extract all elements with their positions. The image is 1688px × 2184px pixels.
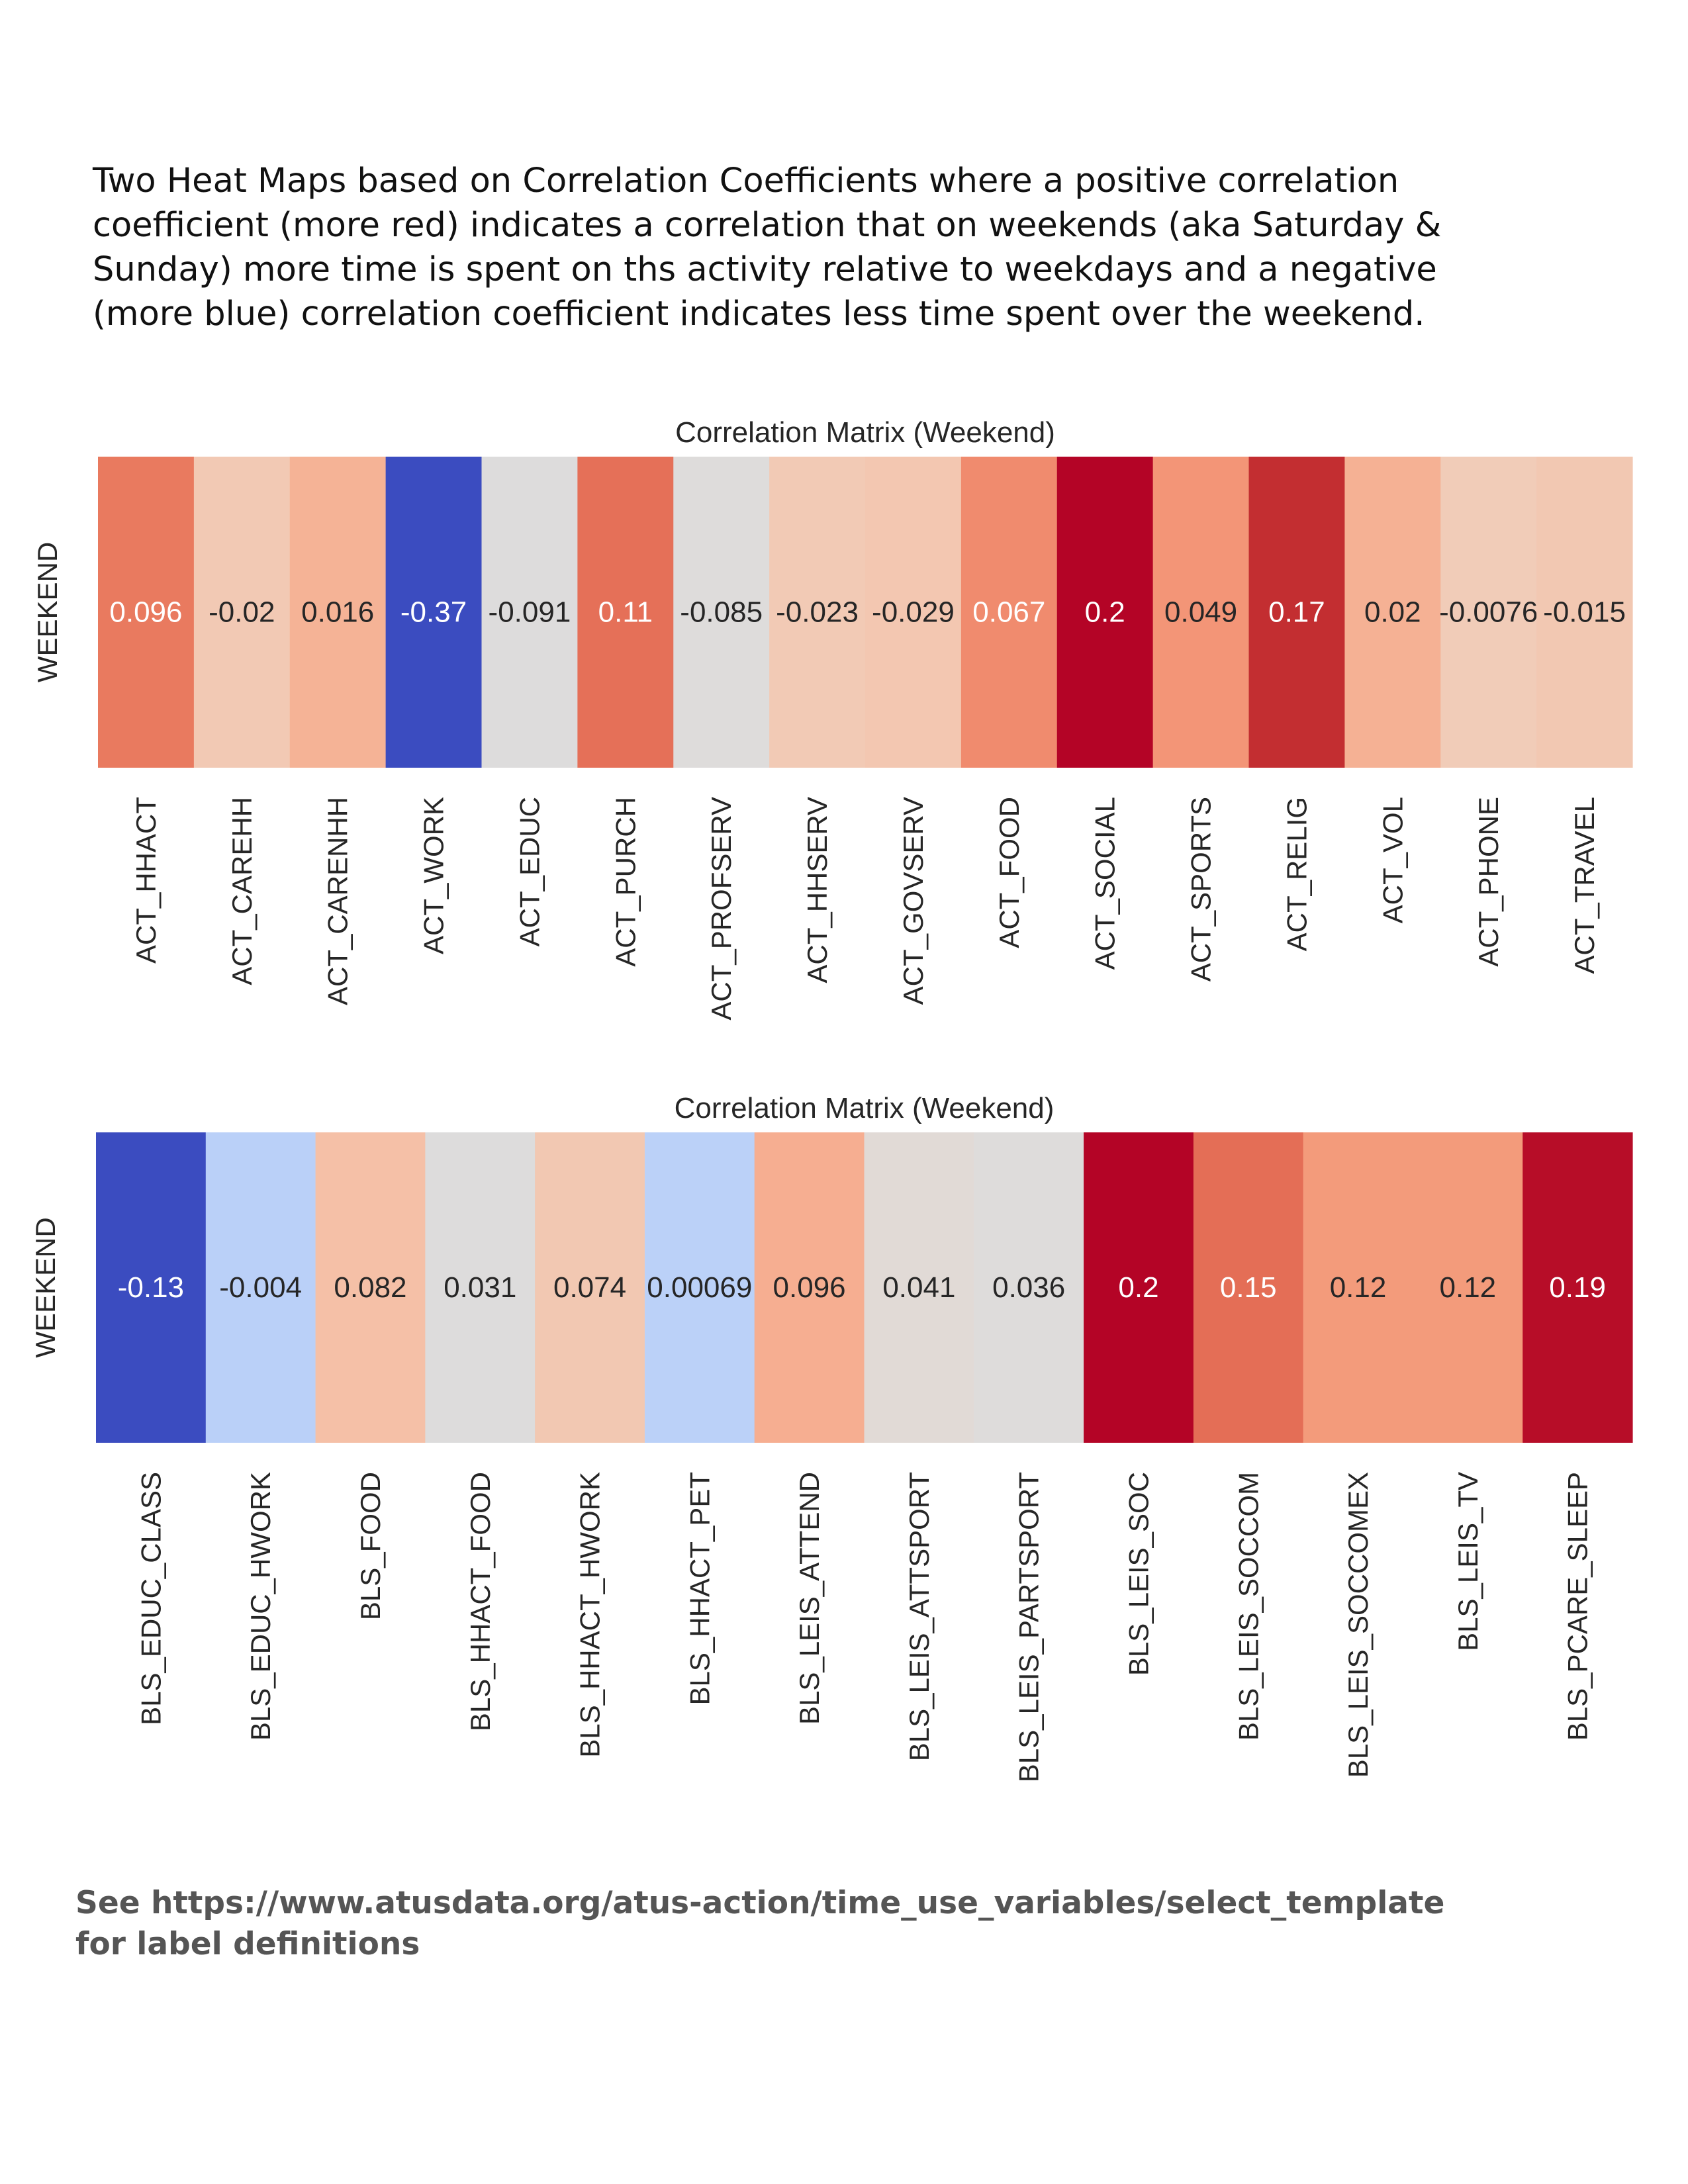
x-tick-label: ACT_VOL xyxy=(1377,797,1408,923)
cell-value-label: -0.029 xyxy=(872,596,955,629)
cell-value-label: 0.096 xyxy=(773,1271,846,1304)
heatmap-cell xyxy=(385,457,483,768)
cell-value-label: 0.031 xyxy=(444,1271,516,1304)
x-tick-label: BLS_HHACT_PET xyxy=(684,1472,715,1705)
intro-text: Two Heat Maps based on Correlation Coeff… xyxy=(93,161,1442,334)
cell-value-label: -0.0076 xyxy=(1439,596,1538,629)
x-tick-label: ACT_HHSERV xyxy=(802,797,833,983)
y-axis-label: WEEKEND xyxy=(32,542,63,682)
cell-value-label: 0.02 xyxy=(1364,596,1421,629)
cell-value-label: 0.049 xyxy=(1164,596,1237,629)
cell-value-label: -0.004 xyxy=(219,1271,302,1304)
heatmap-cell xyxy=(1303,1132,1414,1443)
x-tick-label: ACT_EDUC xyxy=(514,797,545,946)
cell-value-label: 0.12 xyxy=(1440,1271,1497,1304)
heatmap-cell xyxy=(1084,1132,1194,1443)
heatmap-cell xyxy=(1413,1132,1523,1443)
heatmap-bls-activities: Correlation Matrix (Weekend) WEEKEND -0.13… xyxy=(30,1092,1633,1782)
heatmap-cell xyxy=(1193,1132,1304,1443)
heatmap-cell xyxy=(289,457,387,768)
x-tick-label: ACT_SPORTS xyxy=(1186,797,1217,981)
cell-value-label: -0.085 xyxy=(680,596,763,629)
cell-value-label: -0.015 xyxy=(1543,596,1626,629)
heatmap-cell xyxy=(425,1132,536,1443)
x-tick-label: ACT_HHACT xyxy=(130,797,162,964)
heatmap-cell xyxy=(205,1132,316,1443)
heatmap-cell xyxy=(1248,457,1345,768)
heatmap-cell xyxy=(1152,457,1250,768)
x-tick-label: BLS_PCARE_SLEEP xyxy=(1562,1472,1593,1741)
heatmap-cell xyxy=(865,457,962,768)
heatmap-cell xyxy=(644,1132,755,1443)
cell-value-label: 0.2 xyxy=(1118,1271,1158,1304)
x-tick-label: BLS_LEIS_PARTSPORT xyxy=(1013,1472,1045,1782)
cell-value-label: 0.096 xyxy=(109,596,182,629)
x-tick-label: BLS_EDUC_CLASS xyxy=(135,1472,166,1725)
x-tick-label: ACT_PHONE xyxy=(1473,797,1504,967)
heatmap-cell xyxy=(1523,1132,1633,1443)
x-tick-label: BLS_FOOD xyxy=(355,1472,386,1620)
cell-value-label: -0.13 xyxy=(118,1271,184,1304)
heatmap-cell xyxy=(315,1132,426,1443)
x-tick-label: ACT_GOVSERV xyxy=(898,797,929,1005)
cell-value-label: -0.091 xyxy=(489,596,571,629)
x-tick-label: ACT_RELIG xyxy=(1281,797,1312,951)
heatmap-cell xyxy=(481,457,578,768)
cell-value-label: 0.082 xyxy=(334,1271,406,1304)
cell-value-label: 0.17 xyxy=(1268,596,1325,629)
cell-value-label: 0.12 xyxy=(1330,1271,1387,1304)
heatmap-activities: Correlation Matrix (Weekend) WEEKEND 0.096… xyxy=(32,416,1633,1021)
x-tick-label: ACT_FOOD xyxy=(994,797,1025,948)
cell-value-label: 0.016 xyxy=(301,596,374,629)
heatmap-cell xyxy=(193,457,291,768)
heatmap-cell xyxy=(1344,457,1441,768)
heatmap-cell xyxy=(1056,457,1154,768)
cell-value-label: -0.02 xyxy=(209,596,275,629)
x-tick-label: ACT_PROFSERV xyxy=(706,797,737,1021)
cell-value-label: 0.11 xyxy=(598,596,653,629)
x-tick-label: BLS_LEIS_SOC xyxy=(1123,1472,1154,1676)
heatmap-cell xyxy=(1536,457,1633,768)
heatmap-cell xyxy=(673,457,770,768)
heatmap-cell xyxy=(864,1132,974,1443)
cell-value-label: 0.036 xyxy=(992,1271,1065,1304)
cell-value-label: 0.041 xyxy=(882,1271,955,1304)
x-tick-label: BLS_EDUC_HWORK xyxy=(245,1472,276,1741)
heatmap-cell xyxy=(535,1132,645,1443)
heatmap-cell xyxy=(974,1132,1084,1443)
footer-note: See https://www.atusdata.org/atus-action… xyxy=(75,1885,1445,1962)
y-axis-label: WEEKEND xyxy=(30,1217,61,1357)
x-tick-label: BLS_HHACT_FOOD xyxy=(465,1472,496,1731)
x-tick-label: BLS_LEIS_SOCCOMEX xyxy=(1342,1472,1374,1778)
cell-value-label: 0.15 xyxy=(1220,1271,1277,1304)
cell-value-label: 0.19 xyxy=(1549,1271,1606,1304)
x-tick-label: BLS_LEIS_ATTEND xyxy=(794,1472,825,1725)
heatmap-cell xyxy=(98,457,195,768)
heatmap-cell xyxy=(96,1132,207,1443)
x-tick-label: BLS_LEIS_ATTSPORT xyxy=(904,1472,935,1761)
heatmap-cell xyxy=(961,457,1058,768)
x-tick-label: ACT_WORK xyxy=(418,797,449,954)
cell-value-label: -0.37 xyxy=(400,596,467,629)
x-tick-label: ACT_SOCIAL xyxy=(1090,797,1121,970)
x-tick-label: ACT_CAREHH xyxy=(226,797,258,985)
heatmap-cell xyxy=(1440,457,1537,768)
cell-value-label: 0.067 xyxy=(972,596,1045,629)
x-tick-label: ACT_CARENHH xyxy=(322,797,353,1005)
cell-value-label: 0.2 xyxy=(1085,596,1125,629)
x-tick-label: ACT_TRAVEL xyxy=(1569,797,1600,974)
chart-title: Correlation Matrix (Weekend) xyxy=(675,1092,1055,1124)
cell-value-label: 0.074 xyxy=(553,1271,626,1304)
heatmap-cell xyxy=(769,457,866,768)
cell-value-label: -0.023 xyxy=(776,596,859,629)
x-tick-label: BLS_HHACT_HWORK xyxy=(575,1472,606,1758)
cell-value-label: 0.00069 xyxy=(647,1271,752,1304)
x-tick-label: ACT_PURCH xyxy=(610,797,641,967)
x-tick-label: BLS_LEIS_SOCCOM xyxy=(1233,1472,1264,1741)
chart-title: Correlation Matrix (Weekend) xyxy=(675,416,1055,449)
heatmap-cell xyxy=(577,457,674,768)
x-tick-label: BLS_LEIS_TV xyxy=(1452,1472,1483,1651)
heatmap-cell xyxy=(754,1132,865,1443)
